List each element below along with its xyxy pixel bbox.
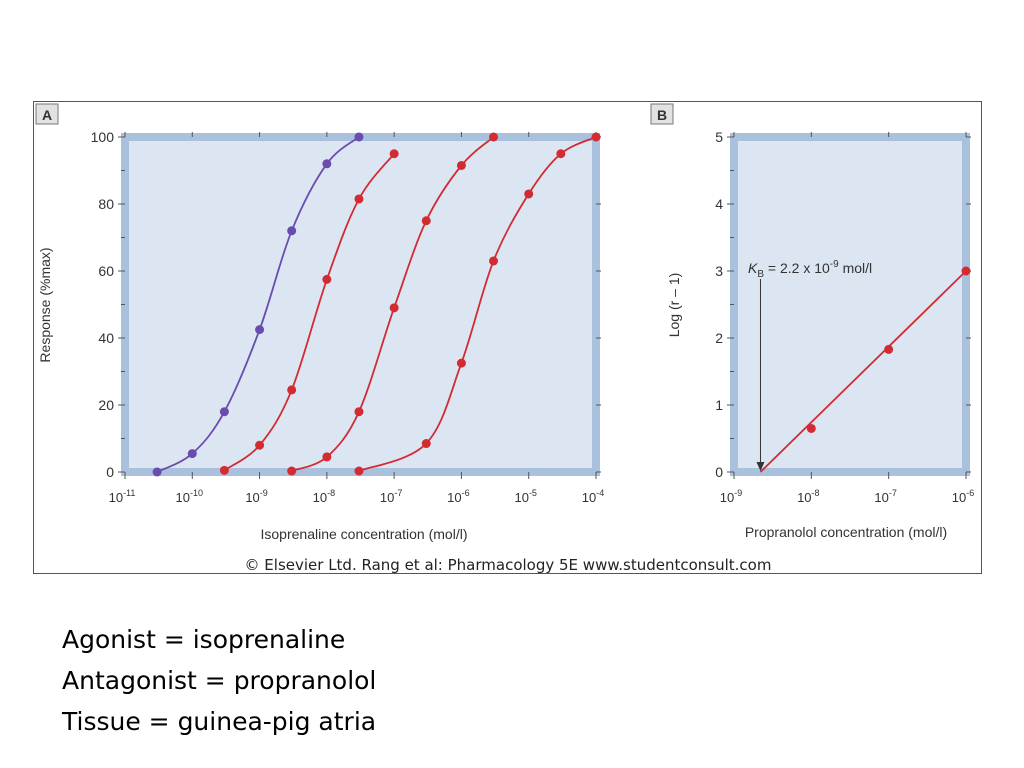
panel-a-data-point [421, 216, 431, 226]
panel-a-x-tick-label: 10-5 [514, 488, 536, 505]
panel-a-data-point [287, 226, 297, 236]
panel-a-data-point [489, 132, 499, 142]
panel-a-data-point [456, 358, 466, 368]
kb-annotation-unit: mol/l [839, 260, 872, 276]
panel-a-data-point [591, 132, 601, 142]
panel-b-points [806, 266, 971, 433]
panel-a-y-tick-label: 60 [98, 263, 114, 279]
kb-annotation-text: = 2.2 x 10 [764, 260, 830, 276]
panel-a-data-point [556, 149, 566, 159]
panel-a-data-point [219, 407, 229, 417]
panel-b: B 0 1 2 3 4 5 10-9 10-8 10-7 10-6 Log (r – 1) Pro… [650, 103, 974, 540]
panel-a-x-tick-label: 10-7 [380, 488, 402, 505]
note-agonist: Agonist = isoprenaline [62, 625, 346, 654]
panel-a-data-point [152, 467, 162, 477]
kb-annotation: KB = 2.2 x 10-9 mol/l [748, 259, 872, 280]
kb-arrow-head [756, 462, 765, 471]
notes: Agonist = isoprenaline Antagonist = prop… [62, 619, 376, 742]
panel-b-x-tick-label: 10-9 [720, 488, 742, 505]
panel-a-data-point [389, 149, 399, 159]
panel-a-data-point [287, 466, 297, 476]
panel-a-x-tick-label: 10-10 [176, 488, 203, 505]
panel-a-ticks: 0 20 40 60 80 100 10-11 10-10 10-9 10-8 10-7 10-6 10… [91, 129, 605, 505]
panel-a-label-box [35, 103, 59, 125]
panel-b-x-tick-label: 10-8 [797, 488, 819, 505]
panel-b-y-tick-label: 4 [715, 196, 723, 212]
panel-b-label-box [650, 103, 674, 125]
kb-annotation-k: K [748, 260, 758, 276]
kb-annotation-exp: -9 [830, 259, 839, 270]
panel-a-data-point [255, 440, 265, 450]
panel-b-x-axis-title: Propranolol concentration (mol/l) [745, 524, 947, 540]
panel-a-data-point [322, 274, 332, 284]
panel-a-y-tick-label: 20 [98, 397, 114, 413]
note-tissue: Tissue = guinea-pig atria [62, 707, 377, 736]
panel-a-points [152, 132, 601, 477]
panel-a-y-tick-label: 100 [91, 129, 115, 145]
panel-b-y-tick-label: 2 [715, 330, 723, 346]
panel-a-data-point [456, 160, 466, 170]
panel-a-data-point [322, 452, 332, 462]
panel-a-x-tick-label: 10-6 [447, 488, 469, 505]
panel-a-y-axis-title: Response (%max) [37, 247, 53, 362]
panel-a-y-tick-label: 40 [98, 330, 114, 346]
panel-b-y-tick-label: 0 [715, 464, 723, 480]
panel-a-x-axis-title: Isoprenaline concentration (mol/l) [261, 526, 468, 542]
panel-b-x-tick-label: 10-6 [952, 488, 974, 505]
panel-a: A 0 20 40 60 80 100 10-11 10-10 10-9 10-8 10-7 10-6… [35, 103, 605, 542]
panel-a-data-point [219, 465, 229, 475]
panel-b-label: B [657, 107, 667, 123]
panel-a-data-point [255, 325, 265, 335]
panel-a-data-point [322, 159, 332, 169]
panel-b-x-tick-label: 10-7 [874, 488, 896, 505]
figure-frame: A 0 20 40 60 80 100 10-11 10-10 10-9 10-8 10-7 10-6… [33, 101, 982, 574]
panel-a-data-point [389, 303, 399, 313]
kb-annotation-sub: B [757, 269, 764, 280]
panel-a-data-point [354, 407, 364, 417]
panel-a-x-tick-label: 10-11 [109, 488, 136, 505]
kb-arrow [756, 279, 765, 471]
panel-a-data-point [421, 439, 431, 449]
panel-b-y-tick-label: 5 [715, 129, 723, 145]
panel-a-data-point [354, 466, 364, 476]
panel-a-x-tick-label: 10-9 [245, 488, 267, 505]
panel-b-curves [759, 270, 967, 473]
note-antagonist: Antagonist = propranolol [62, 666, 377, 695]
panel-b-y-axis-title: Log (r – 1) [666, 273, 682, 338]
panel-b-fit-line [759, 270, 967, 473]
panel-a-label: A [42, 107, 52, 123]
panel-b-data-point [884, 344, 894, 354]
panel-a-y-tick-label: 80 [98, 196, 114, 212]
panel-a-data-point [354, 194, 364, 204]
copyright-line: © Elsevier Ltd. Rang et al: Pharmacology… [245, 556, 772, 574]
panel-b-ticks: 0 1 2 3 4 5 10-9 10-8 10-7 10-6 [715, 129, 974, 505]
panel-a-data-point [354, 132, 364, 142]
panel-a-plot-area [121, 133, 600, 476]
panel-a-data-point [524, 189, 534, 199]
panel-b-data-point [961, 266, 971, 276]
panel-a-data-point [287, 385, 297, 395]
panel-b-data-point [806, 423, 816, 433]
panel-a-data-point [489, 256, 499, 266]
panel-b-y-tick-label: 1 [715, 397, 723, 413]
panel-a-x-tick-label: 10-8 [313, 488, 335, 505]
panel-a-y-tick-label: 0 [106, 464, 114, 480]
panel-a-data-point [187, 449, 197, 459]
panel-a-x-tick-label: 10-4 [582, 488, 604, 505]
panel-b-y-tick-label: 3 [715, 263, 723, 279]
